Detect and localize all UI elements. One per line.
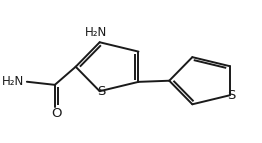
- Text: S: S: [97, 85, 105, 98]
- Text: O: O: [52, 107, 62, 120]
- Text: H₂N: H₂N: [85, 26, 107, 39]
- Text: S: S: [227, 89, 235, 102]
- Text: H₂N: H₂N: [2, 75, 24, 88]
